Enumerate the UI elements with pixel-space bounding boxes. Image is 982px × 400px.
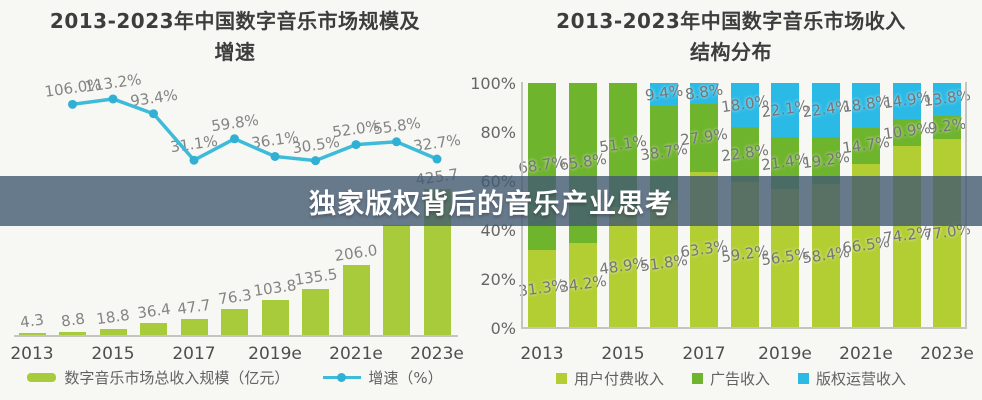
left-bar-2019e (261, 299, 289, 335)
legend-label-growth: 增速（%） (368, 369, 443, 387)
right-y-tick-80%: 80% (480, 122, 516, 142)
growth-label-2017: 31.1% (169, 131, 219, 157)
left-chart-legend: 数字音乐市场总收入规模（亿元） 增速（%） (0, 367, 470, 388)
legend-item-ad: 广告收入 (691, 368, 770, 389)
seg-2017-1 (690, 104, 718, 173)
right-chart-legend: 用户付费收入 广告收入 版权运营收入 (490, 368, 972, 389)
headline-text: 独家版权背后的音乐产业思考 (309, 188, 673, 220)
seg-2015-0 (609, 207, 637, 327)
seg-2021e-1 (852, 128, 880, 165)
right-x-tick-2023e: 2023e (920, 344, 974, 364)
seg-2023e-0 (933, 138, 961, 327)
left-bar-2022e (383, 225, 410, 335)
left-chart: 2013-2023年中国数字音乐市场规模及 增速 4.3 8.8 18.8 36.4 4… (0, 0, 470, 400)
left-bar-2016 (140, 322, 167, 335)
left-x-tick-2019e: 2019e (248, 344, 302, 364)
legend-copyright-swatch-icon (798, 373, 809, 384)
right-y-tick-20%: 20% (480, 269, 516, 289)
legend-ad-swatch-icon (691, 373, 703, 384)
seg-2022e-1 (892, 118, 921, 146)
right-x-axis-line (521, 327, 967, 329)
left-bar-2014 (59, 331, 86, 335)
legend-user-pay-swatch-icon (555, 373, 567, 384)
seg-2022e-0 (892, 145, 921, 327)
legend-bar-swatch-icon (27, 373, 57, 382)
left-x-axis-line (14, 335, 458, 337)
left-chart-title: 2013-2023年中国数字音乐市场规模及 增速 (0, 6, 470, 68)
right-y-tick-0%: 0% (490, 318, 516, 338)
right-y-tick-100%: 100% (470, 74, 516, 93)
growth-label-2023e: 32.7% (412, 130, 462, 156)
left-bar-2017 (180, 318, 208, 335)
seg-2016-2 (649, 82, 678, 106)
left-x-tick-2017: 2017 (172, 344, 216, 364)
legend-label-ad: 广告收入 (709, 370, 770, 388)
seg-2023e-2 (933, 82, 961, 117)
legend-label-total-revenue: 数字音乐市场总收入规模（亿元） (64, 369, 290, 387)
left-x-tick-2021e: 2021e (329, 344, 383, 364)
left-bar-2015 (99, 328, 127, 335)
right-x-tick-2013: 2013 (520, 344, 564, 364)
left-chart-title-line2: 增速 (214, 40, 256, 64)
left-bar-2013 (18, 333, 46, 335)
left-x-tick-2023e: 2023e (410, 344, 464, 364)
left-x-tick-2013: 2013 (10, 344, 54, 364)
right-chart-title-line1: 2013-2023年中国数字音乐市场收入 (556, 9, 906, 33)
left-chart-title-line1: 2013-2023年中国数字音乐市场规模及 (49, 9, 421, 33)
right-x-tick-2019e: 2019e (758, 344, 812, 364)
legend-label-copyright: 版权运营收入 (816, 370, 907, 388)
seg-2017-2 (690, 82, 718, 105)
left-x-tick-2015: 2015 (91, 344, 135, 364)
left-bar-2018 (221, 308, 248, 335)
seg-2022e-2 (892, 82, 921, 119)
right-x-tick-2017: 2017 (682, 344, 726, 364)
right-chart-title: 2013-2023年中国数字音乐市场收入 结构分布 (490, 6, 972, 68)
headline-banner: 独家版权背后的音乐产业思考 (0, 176, 982, 226)
seg-2018-1 (730, 126, 759, 183)
seg-2013-0 (528, 250, 556, 327)
left-bar-2021e (342, 264, 370, 335)
legend-item-total-revenue: 数字音乐市场总收入规模（亿元） (27, 367, 289, 388)
right-x-tick-2021e: 2021e (839, 344, 893, 364)
right-x-tick-2015: 2015 (601, 344, 645, 364)
seg-2014-0 (568, 243, 597, 327)
right-chart-title-line2: 结构分布 (690, 40, 772, 64)
left-bar-2020e (302, 288, 329, 335)
seg-2020e-2 (811, 82, 840, 138)
legend-item-copyright: 版权运营收入 (798, 368, 906, 389)
left-bar-label-2020e: 135.5 (292, 264, 339, 289)
seg-2023e-1 (933, 116, 961, 139)
seg-2018-2 (730, 82, 759, 127)
legend-item-growth: 增速（%） (323, 367, 443, 388)
seg-2019e-2 (771, 82, 799, 137)
legend-line-swatch-icon (323, 373, 362, 382)
seg-2021e-2 (852, 82, 880, 129)
legend-label-user-pay: 用户付费收入 (573, 370, 664, 388)
left-bar-label-2021e: 206.0 (333, 240, 379, 265)
legend-item-user-pay: 用户付费收入 (555, 368, 664, 389)
